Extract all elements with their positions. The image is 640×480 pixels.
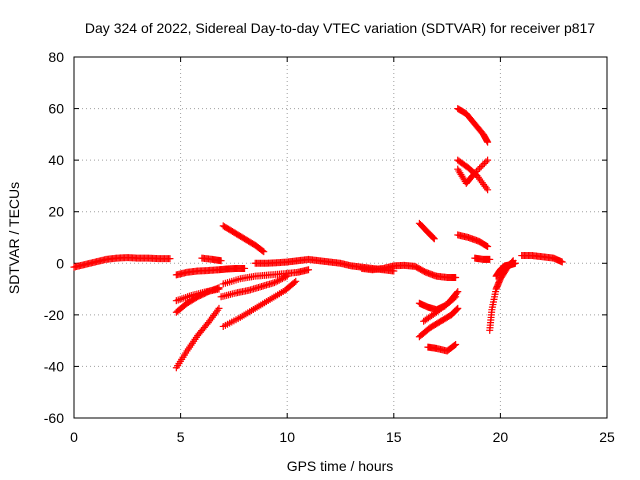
- x-tick-label: 20: [493, 429, 509, 445]
- data-point: [430, 235, 438, 243]
- x-tick-label: 5: [177, 429, 185, 445]
- grid-lines: [74, 57, 607, 418]
- x-tick-label: 10: [279, 429, 295, 445]
- data-point: [305, 266, 313, 274]
- data-point: [274, 277, 282, 285]
- satellite-pass: [219, 222, 268, 256]
- data-point: [260, 248, 268, 256]
- satellite-pass: [219, 277, 300, 330]
- data-point: [429, 233, 437, 241]
- data-point: [280, 274, 288, 282]
- data-point: [454, 304, 462, 312]
- data-point: [166, 255, 174, 263]
- data-point: [511, 259, 519, 267]
- data-point: [486, 255, 494, 263]
- data-point: [482, 158, 490, 166]
- x-tick-label: 0: [70, 429, 78, 445]
- data-point: [259, 247, 267, 255]
- satellite-pass: [198, 254, 225, 265]
- satellite-pass: [217, 272, 291, 301]
- data-point: [241, 264, 249, 272]
- data-point: [292, 277, 300, 285]
- x-axis-label: GPS time / hours: [287, 458, 394, 474]
- satellite-pass: [454, 231, 492, 251]
- data-point: [217, 257, 225, 265]
- data-point: [452, 341, 460, 349]
- satellite-pass: [415, 304, 462, 341]
- data-point: [454, 288, 462, 296]
- data-point: [484, 138, 492, 146]
- data-point: [453, 305, 461, 313]
- data-point: [453, 289, 461, 297]
- y-tick-label: 40: [48, 152, 64, 168]
- data-point: [452, 273, 460, 281]
- satellite-pass: [219, 266, 313, 288]
- data-point: [430, 234, 438, 242]
- data-point: [275, 276, 283, 284]
- data-point: [476, 164, 484, 172]
- data-point: [480, 159, 488, 167]
- satellite-pass: [172, 304, 223, 372]
- y-tick-label: 80: [48, 49, 64, 65]
- satellite-pass: [454, 105, 492, 146]
- data-point: [215, 304, 223, 312]
- data-point: [272, 278, 280, 286]
- data-point: [484, 243, 492, 251]
- satellite-pass: [471, 254, 494, 263]
- satellite-pass: [420, 288, 462, 325]
- satellite-pass: [358, 261, 460, 281]
- plot-border: [73, 56, 608, 419]
- y-tick-label: -60: [44, 410, 64, 426]
- data-point: [474, 166, 482, 174]
- x-tick-label: 15: [386, 429, 402, 445]
- satellite-pass: [172, 285, 223, 305]
- data-point: [472, 167, 480, 175]
- y-tick-label: 0: [56, 255, 64, 271]
- data-point: [484, 186, 492, 194]
- data-point: [290, 278, 298, 286]
- satellite-pass: [70, 254, 174, 271]
- y-tick-label: 60: [48, 101, 64, 117]
- x-axis-ticks: 0 5 10 15 20 25: [70, 57, 615, 445]
- satellite-pass: [518, 252, 566, 266]
- y-tick-label: -20: [44, 307, 64, 323]
- data-point: [484, 156, 492, 164]
- data-point: [451, 341, 459, 349]
- satellite-pass: [454, 156, 492, 187]
- satellite-pass: [172, 264, 249, 279]
- y-axis-label: SDTVAR / TECUs: [6, 182, 22, 294]
- data-points: [70, 105, 566, 372]
- data-point: [483, 242, 491, 250]
- y-axis-ticks: -60 -40 -20 0 20 40 60 80: [44, 49, 607, 426]
- chart-title: Day 324 of 2022, Sidereal Day-to-day VTE…: [85, 20, 595, 36]
- data-point: [452, 306, 460, 314]
- satellite-pass: [492, 259, 519, 280]
- y-tick-label: -40: [44, 358, 64, 374]
- x-tick-label: 25: [599, 429, 615, 445]
- satellite-pass: [415, 219, 438, 243]
- data-point: [270, 279, 278, 287]
- plot-frame: [73, 56, 608, 419]
- y-tick-label: 20: [48, 204, 64, 220]
- data-point: [558, 258, 566, 266]
- data-point: [477, 163, 485, 171]
- data-point: [215, 285, 223, 293]
- data-point: [471, 169, 479, 177]
- data-point: [479, 161, 487, 169]
- satellite-pass: [424, 341, 460, 355]
- data-point: [278, 275, 286, 283]
